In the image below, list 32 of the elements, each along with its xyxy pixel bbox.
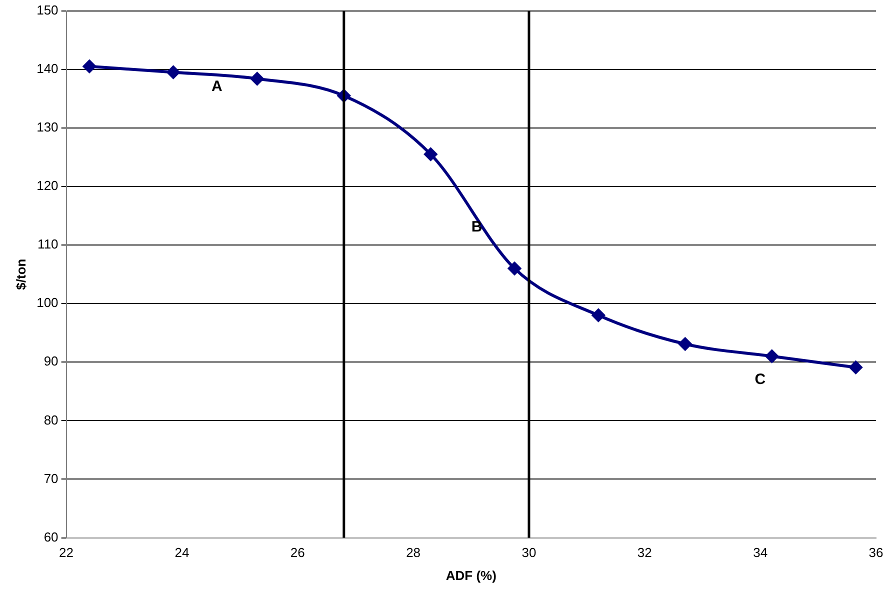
point <box>508 262 522 275</box>
x-tick-label: 28 <box>406 545 421 560</box>
y-tick-label: 80 <box>44 412 58 428</box>
point <box>82 60 96 73</box>
y-tick-label: 140 <box>36 60 58 76</box>
point <box>424 148 438 161</box>
y-tick-label: 120 <box>36 178 58 194</box>
annotation: A <box>211 78 222 95</box>
x-tick-label: 30 <box>522 545 536 560</box>
y-tick-label: 130 <box>36 119 58 134</box>
x-axis-title: ADF (%) <box>446 568 496 583</box>
point <box>765 350 778 363</box>
annotation: C <box>754 370 766 388</box>
point <box>592 308 605 322</box>
y-axis-title: $/ton <box>13 258 28 290</box>
x-tick-label: 34 <box>753 545 768 560</box>
y-tick-label: 90 <box>44 354 58 369</box>
x-tick-label: 22 <box>59 545 74 560</box>
x-tick-label: 36 <box>868 545 884 560</box>
point <box>250 72 264 86</box>
point <box>166 66 180 79</box>
point <box>678 337 692 350</box>
y-tick-label: 110 <box>38 236 58 252</box>
y-tick-label: 70 <box>44 470 58 486</box>
annotation: B <box>471 218 482 236</box>
x-tick-label: 24 <box>174 545 190 560</box>
point <box>849 360 862 374</box>
x-tick-label: 26 <box>290 545 305 560</box>
y-tick-label: 150 <box>36 2 58 18</box>
y-tick-label: 60 <box>44 529 58 544</box>
y-tick-label: 100 <box>36 295 58 310</box>
x-tick-label: 32 <box>637 545 652 560</box>
